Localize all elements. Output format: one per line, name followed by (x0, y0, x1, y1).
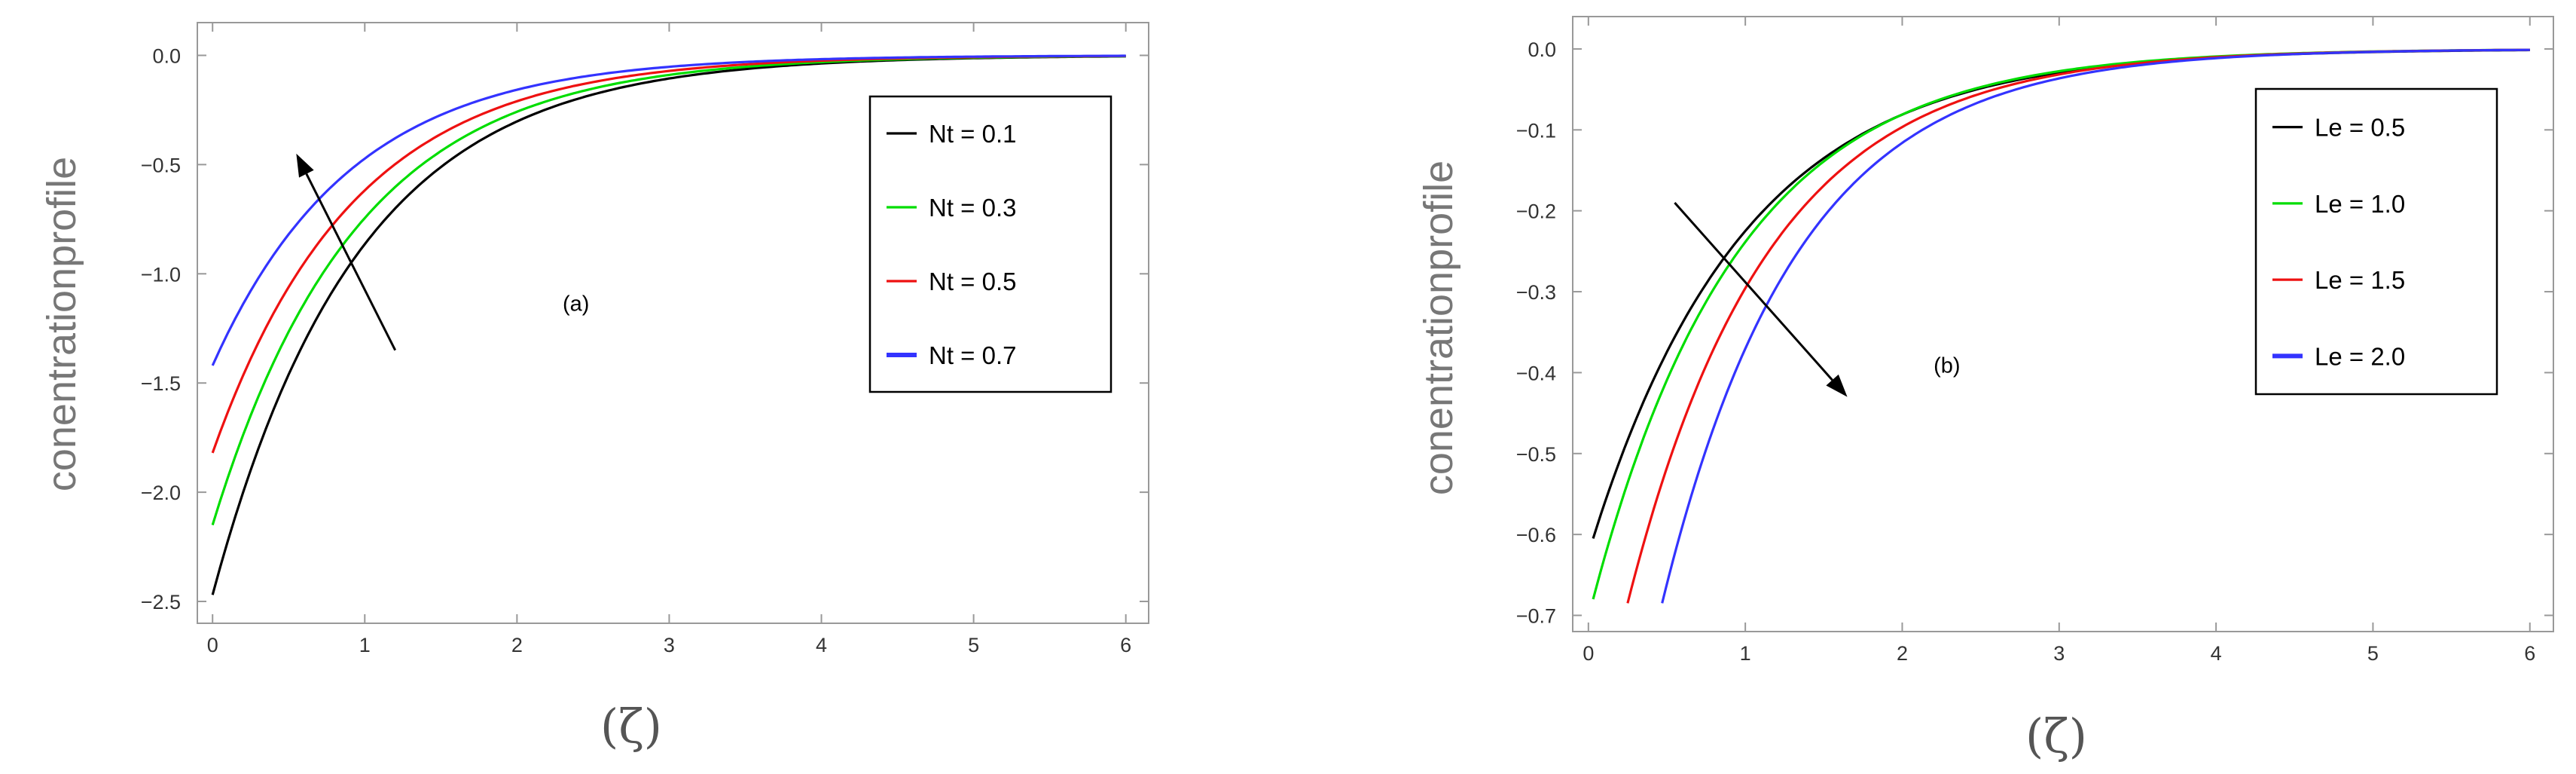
y-axis-title: conentrationprofile (39, 157, 84, 491)
x-tick-label: 0 (207, 634, 218, 656)
x-tick-label: 1 (359, 634, 371, 656)
y-tick-label: −0.4 (1516, 362, 1556, 384)
legend-entry-1: Nt = 0.1 (929, 120, 1016, 148)
y-tick-label: −1.0 (141, 263, 181, 286)
y-tick-label: −1.5 (141, 372, 181, 395)
legend-box (2254, 87, 2498, 396)
y-tick-label: −0.6 (1516, 524, 1556, 546)
legend-box (868, 95, 1113, 393)
y-tick-label: −0.7 (1516, 605, 1556, 628)
trend-arrow-shaft (305, 173, 397, 351)
panel-annotation: (a) (563, 292, 589, 317)
series-line-4 (1661, 48, 2530, 604)
y-tick-label: −0.3 (1516, 281, 1556, 304)
legend-entry-3: Nt = 0.5 (929, 268, 1016, 295)
x-tick-label: 0 (1583, 642, 1594, 665)
legend-entry-3: Le = 1.5 (2315, 266, 2405, 294)
y-tick-label: −0.5 (141, 154, 181, 176)
x-tick-label: 2 (511, 634, 523, 656)
y-tick-label: −0.5 (1516, 443, 1556, 466)
x-tick-label: 2 (1897, 642, 1908, 665)
chart-b: 0 1 2 3 4 5 6 −0.7 −0.6 −0.5 −0.4 −0.3 −0.2 −0.1 0.0 (… (1416, 16, 2554, 763)
y-tick-label: −0.2 (1516, 200, 1556, 223)
plot-frame (197, 22, 1149, 624)
x-tick-label: 4 (2211, 642, 2222, 665)
legend-entry-1: Le = 0.5 (2315, 114, 2405, 142)
plot-frame (1572, 16, 2554, 632)
y-tick-label: −2.0 (141, 482, 181, 504)
legend: Le = 0.5 Le = 1.0 Le = 1.5 Le = 2.0 (2254, 87, 2498, 396)
x-tick-label: 6 (1120, 634, 1131, 656)
x-tick-label: 6 (2524, 642, 2535, 665)
legend-entry-2: Nt = 0.3 (929, 194, 1016, 222)
x-tick-label: 3 (664, 634, 675, 656)
x-tick-label: 5 (2367, 642, 2379, 665)
legend-entry-4: Le = 2.0 (2315, 342, 2405, 370)
x-axis-title: (ζ) (2025, 708, 2087, 763)
series-line-4 (211, 54, 1126, 366)
legend: Nt = 0.1 Nt = 0.3 Nt = 0.5 Nt = 0.7 (868, 95, 1113, 393)
y-tick-label: −0.1 (1516, 119, 1556, 142)
x-axis-title: (ζ) (600, 699, 662, 754)
trend-arrow-head (1826, 374, 1848, 397)
panel-annotation: (b) (1934, 353, 1960, 378)
x-tick-label: 4 (816, 634, 827, 656)
y-tick-label: −2.5 (141, 591, 181, 613)
y-tick-label: 0.0 (1528, 38, 1556, 61)
legend-entry-4: Nt = 0.7 (929, 341, 1016, 369)
x-tick-label: 1 (1740, 642, 1751, 665)
legend-entry-2: Le = 1.0 (2315, 190, 2405, 218)
trend-arrow-shaft (1674, 201, 1833, 381)
x-tick-label: 5 (968, 634, 979, 656)
y-tick-label: 0.0 (152, 44, 181, 67)
y-axis-title: conentrationprofile (1416, 161, 1461, 495)
chart-a: 0 1 2 3 4 5 6 −2.5 −2.0 −1.5 −1.0 −0.5 0.0 (a) conen… (39, 22, 1149, 754)
trend-arrow-head (296, 153, 314, 178)
x-tick-label: 3 (2053, 642, 2065, 665)
